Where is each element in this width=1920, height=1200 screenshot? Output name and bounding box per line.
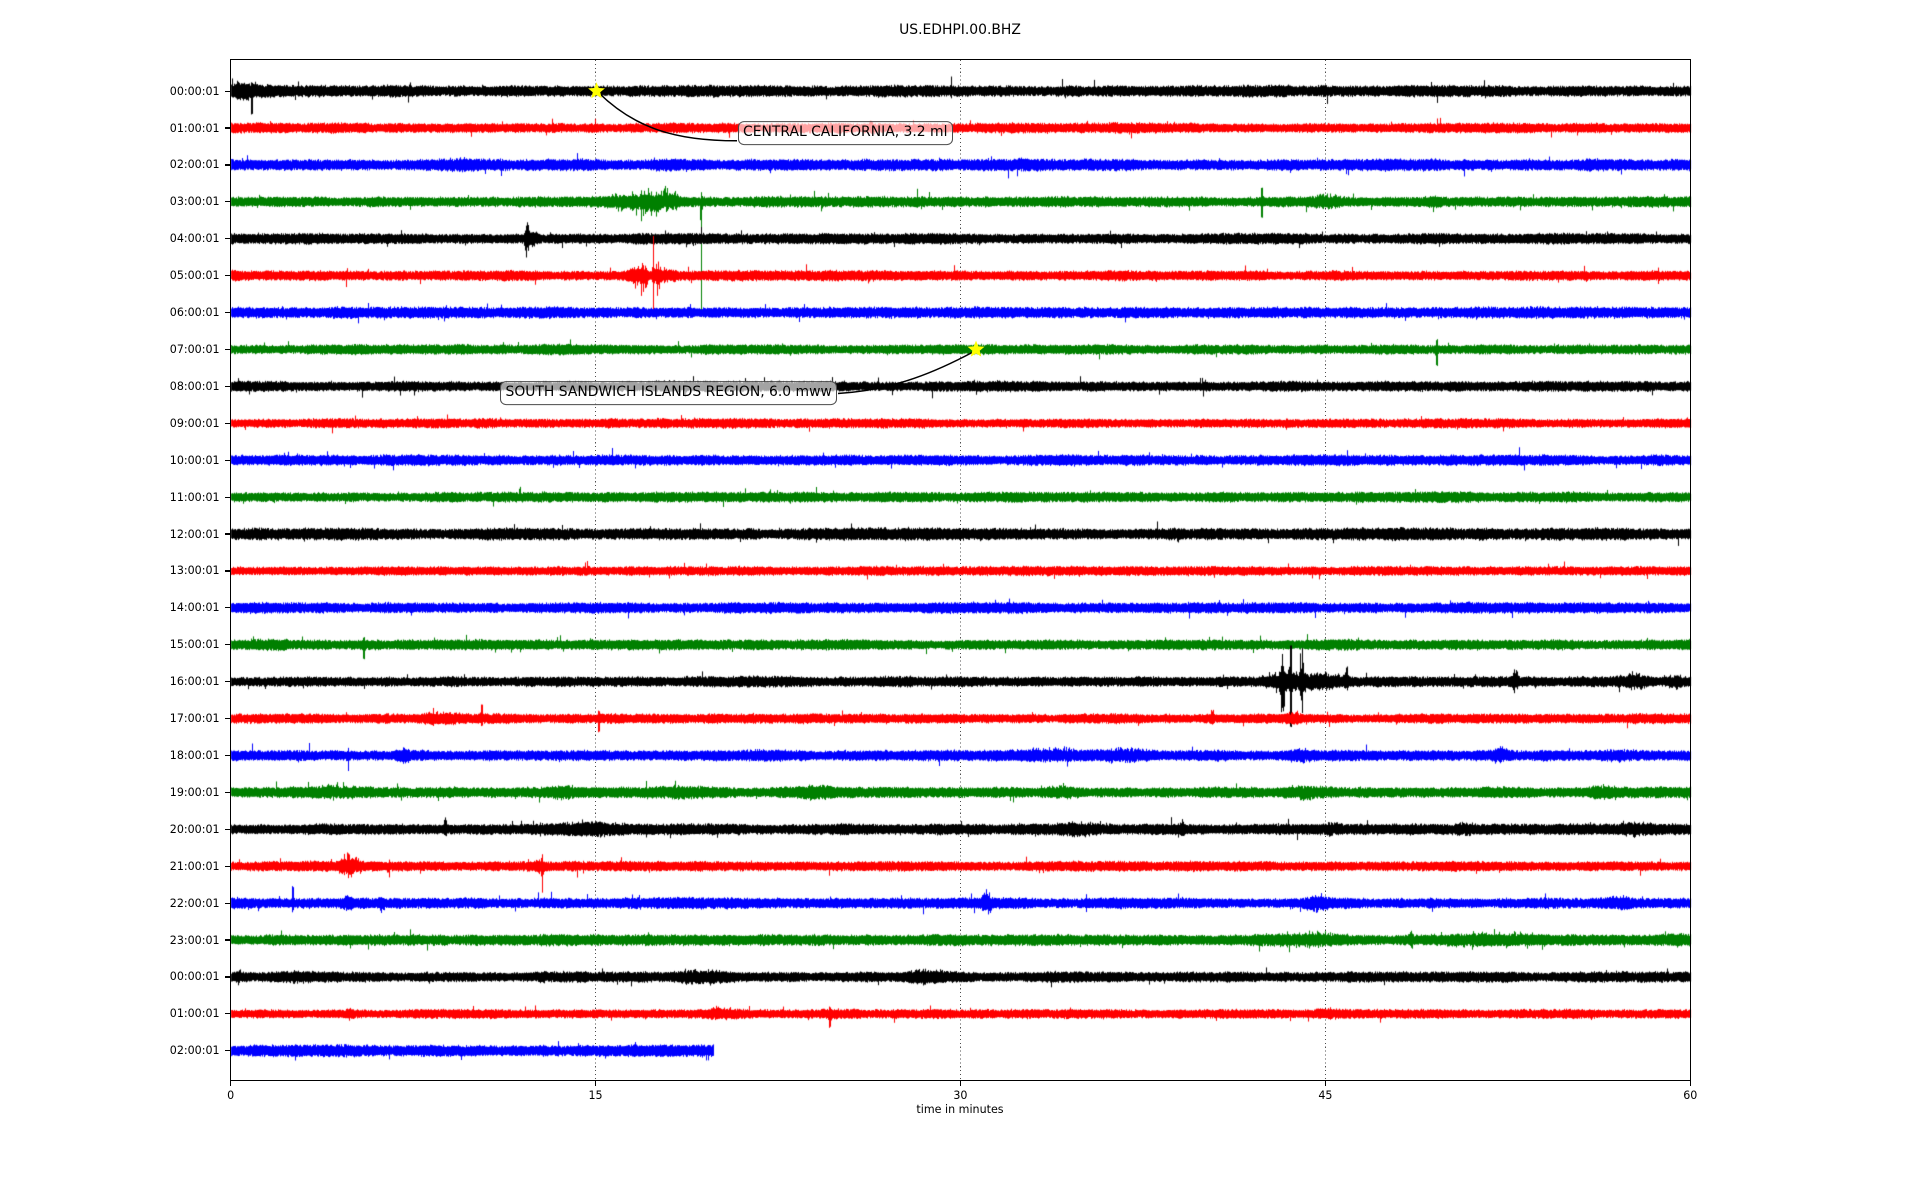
y-tick-label: 02:00:01 xyxy=(169,158,220,172)
y-tick-label: 12:00:01 xyxy=(169,527,220,541)
y-tick-label: 23:00:01 xyxy=(169,933,220,947)
x-axis-tick xyxy=(959,1080,962,1086)
y-axis-tick xyxy=(225,607,231,609)
y-tick-label: 22:00:01 xyxy=(169,896,220,910)
y-tick-label: 17:00:01 xyxy=(169,712,220,726)
y-axis-tick xyxy=(225,570,231,572)
x-axis-tick xyxy=(1324,1080,1326,1086)
x-axis-tick xyxy=(1689,1080,1691,1086)
y-tick-label: 11:00:01 xyxy=(169,490,220,504)
y-tick-label: 05:00:01 xyxy=(169,269,220,283)
y-axis-tick xyxy=(225,1013,231,1015)
y-axis-tick xyxy=(225,902,231,904)
y-tick-label: 03:00:01 xyxy=(169,195,220,209)
y-tick-label: 02:00:01 xyxy=(169,1044,220,1058)
y-axis-tick xyxy=(225,238,231,240)
y-tick-label: 14:00:01 xyxy=(169,601,220,615)
x-tick-label: 15 xyxy=(588,1088,603,1102)
event-annotation-label: CENTRAL CALIFORNIA, 3.2 ml xyxy=(743,124,948,141)
y-tick-label: 20:00:01 xyxy=(169,822,220,836)
x-tick-label: 45 xyxy=(1318,1088,1333,1102)
y-tick-label: 07:00:01 xyxy=(169,342,220,356)
y-axis-tick xyxy=(225,533,231,535)
y-tick-label: 00:00:01 xyxy=(169,84,220,98)
event-connector-arrow xyxy=(837,350,975,395)
x-axis-tick xyxy=(230,1080,232,1086)
y-tick-label: 13:00:01 xyxy=(169,564,220,578)
y-tick-label: 15:00:01 xyxy=(169,638,220,652)
y-axis-tick xyxy=(225,939,231,941)
y-axis-tick xyxy=(225,127,231,129)
chart-title: US.EDHPI.00.BHZ xyxy=(899,22,1021,38)
y-axis-tick xyxy=(225,90,231,92)
x-tick-label: 30 xyxy=(953,1088,968,1102)
y-axis-tick xyxy=(225,1050,231,1052)
y-axis-tick xyxy=(225,311,231,314)
x-tick-label: 0 xyxy=(227,1088,235,1102)
y-tick-label: 09:00:01 xyxy=(169,416,220,430)
y-axis-tick xyxy=(225,681,231,683)
y-tick-label: 10:00:01 xyxy=(169,453,220,467)
x-axis-tick xyxy=(594,1080,597,1086)
y-axis-tick xyxy=(225,275,231,277)
event-annotation-box: CENTRAL CALIFORNIA, 3.2 ml xyxy=(737,121,953,146)
y-tick-label: 06:00:01 xyxy=(169,306,220,320)
y-axis-tick xyxy=(225,718,231,720)
y-tick-label: 21:00:01 xyxy=(169,859,220,873)
y-tick-label: 19:00:01 xyxy=(169,785,220,799)
event-connector-arrow xyxy=(597,92,738,142)
y-tick-label: 18:00:01 xyxy=(169,749,220,763)
y-tick-label: 08:00:01 xyxy=(169,379,220,393)
y-axis-tick xyxy=(225,459,231,461)
y-axis-tick xyxy=(225,976,231,978)
y-tick-label: 01:00:01 xyxy=(169,121,220,135)
event-annotation-box: SOUTH SANDWICH ISLANDS REGION, 6.0 mww xyxy=(500,381,838,405)
y-axis-tick xyxy=(225,865,231,867)
y-axis-tick xyxy=(225,164,231,166)
x-tick-label: 60 xyxy=(1683,1088,1698,1102)
y-axis-tick xyxy=(225,644,231,646)
y-tick-label: 01:00:01 xyxy=(169,1007,220,1021)
y-tick-label: 00:00:01 xyxy=(169,970,220,984)
x-axis-title: time in minutes xyxy=(916,1103,1004,1116)
y-axis-tick xyxy=(225,496,231,498)
y-axis-tick xyxy=(225,791,231,793)
y-axis-tick xyxy=(225,201,231,203)
y-axis-tick xyxy=(225,348,231,351)
y-tick-label: 04:00:01 xyxy=(169,232,220,246)
y-axis-tick xyxy=(225,828,231,830)
y-tick-label: 16:00:01 xyxy=(169,675,220,689)
y-axis-tick xyxy=(225,385,231,387)
y-axis-tick xyxy=(225,754,231,757)
y-axis-tick xyxy=(225,422,231,424)
event-annotation-label: SOUTH SANDWICH ISLANDS REGION, 6.0 mww xyxy=(505,384,832,401)
